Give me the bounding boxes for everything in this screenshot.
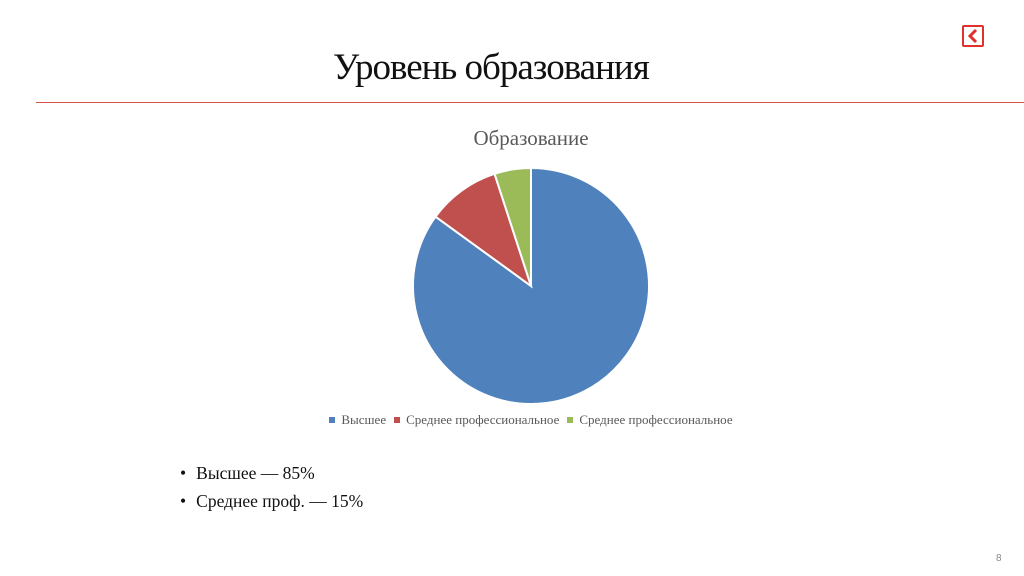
legend-swatch [567, 417, 574, 423]
legend-swatch [394, 417, 401, 423]
pie-chart: Образование Высшее Среднее профессиональ… [255, 110, 807, 435]
bullet-marker: • [180, 491, 187, 511]
back-arrow-glyph-icon [967, 29, 978, 43]
legend-item: Высшее [329, 412, 386, 428]
legend-label: Высшее [341, 412, 387, 427]
legend-item: Среднее профессиональное [394, 412, 559, 428]
page-number: 8 [996, 553, 1002, 564]
bullet-text: Высшее — 85% [196, 463, 315, 483]
legend-label: Среднее профессиональное [406, 412, 560, 427]
page-title: Уровень образования [333, 47, 650, 88]
back-arrow-logo-icon[interactable] [962, 25, 984, 47]
pie-chart-svg [412, 166, 650, 405]
pie-slice [493, 166, 532, 287]
pie-slice [434, 172, 533, 289]
bullet-marker: • [180, 463, 187, 483]
bullet-text: Среднее проф. — 15% [196, 491, 364, 511]
list-item: • Среднее проф. — 15% [180, 491, 363, 512]
legend-label: Среднее профессиональное [579, 412, 733, 427]
title-divider [36, 102, 1024, 103]
chart-legend: Высшее Среднее профессиональное Среднее … [255, 412, 807, 428]
legend-swatch [329, 417, 336, 423]
legend-item: Среднее профессиональное [567, 412, 733, 428]
chart-title: Образование [473, 126, 589, 150]
summary-list: • Высшее — 85% • Среднее проф. — 15% [180, 463, 363, 519]
list-item: • Высшее — 85% [180, 463, 363, 484]
